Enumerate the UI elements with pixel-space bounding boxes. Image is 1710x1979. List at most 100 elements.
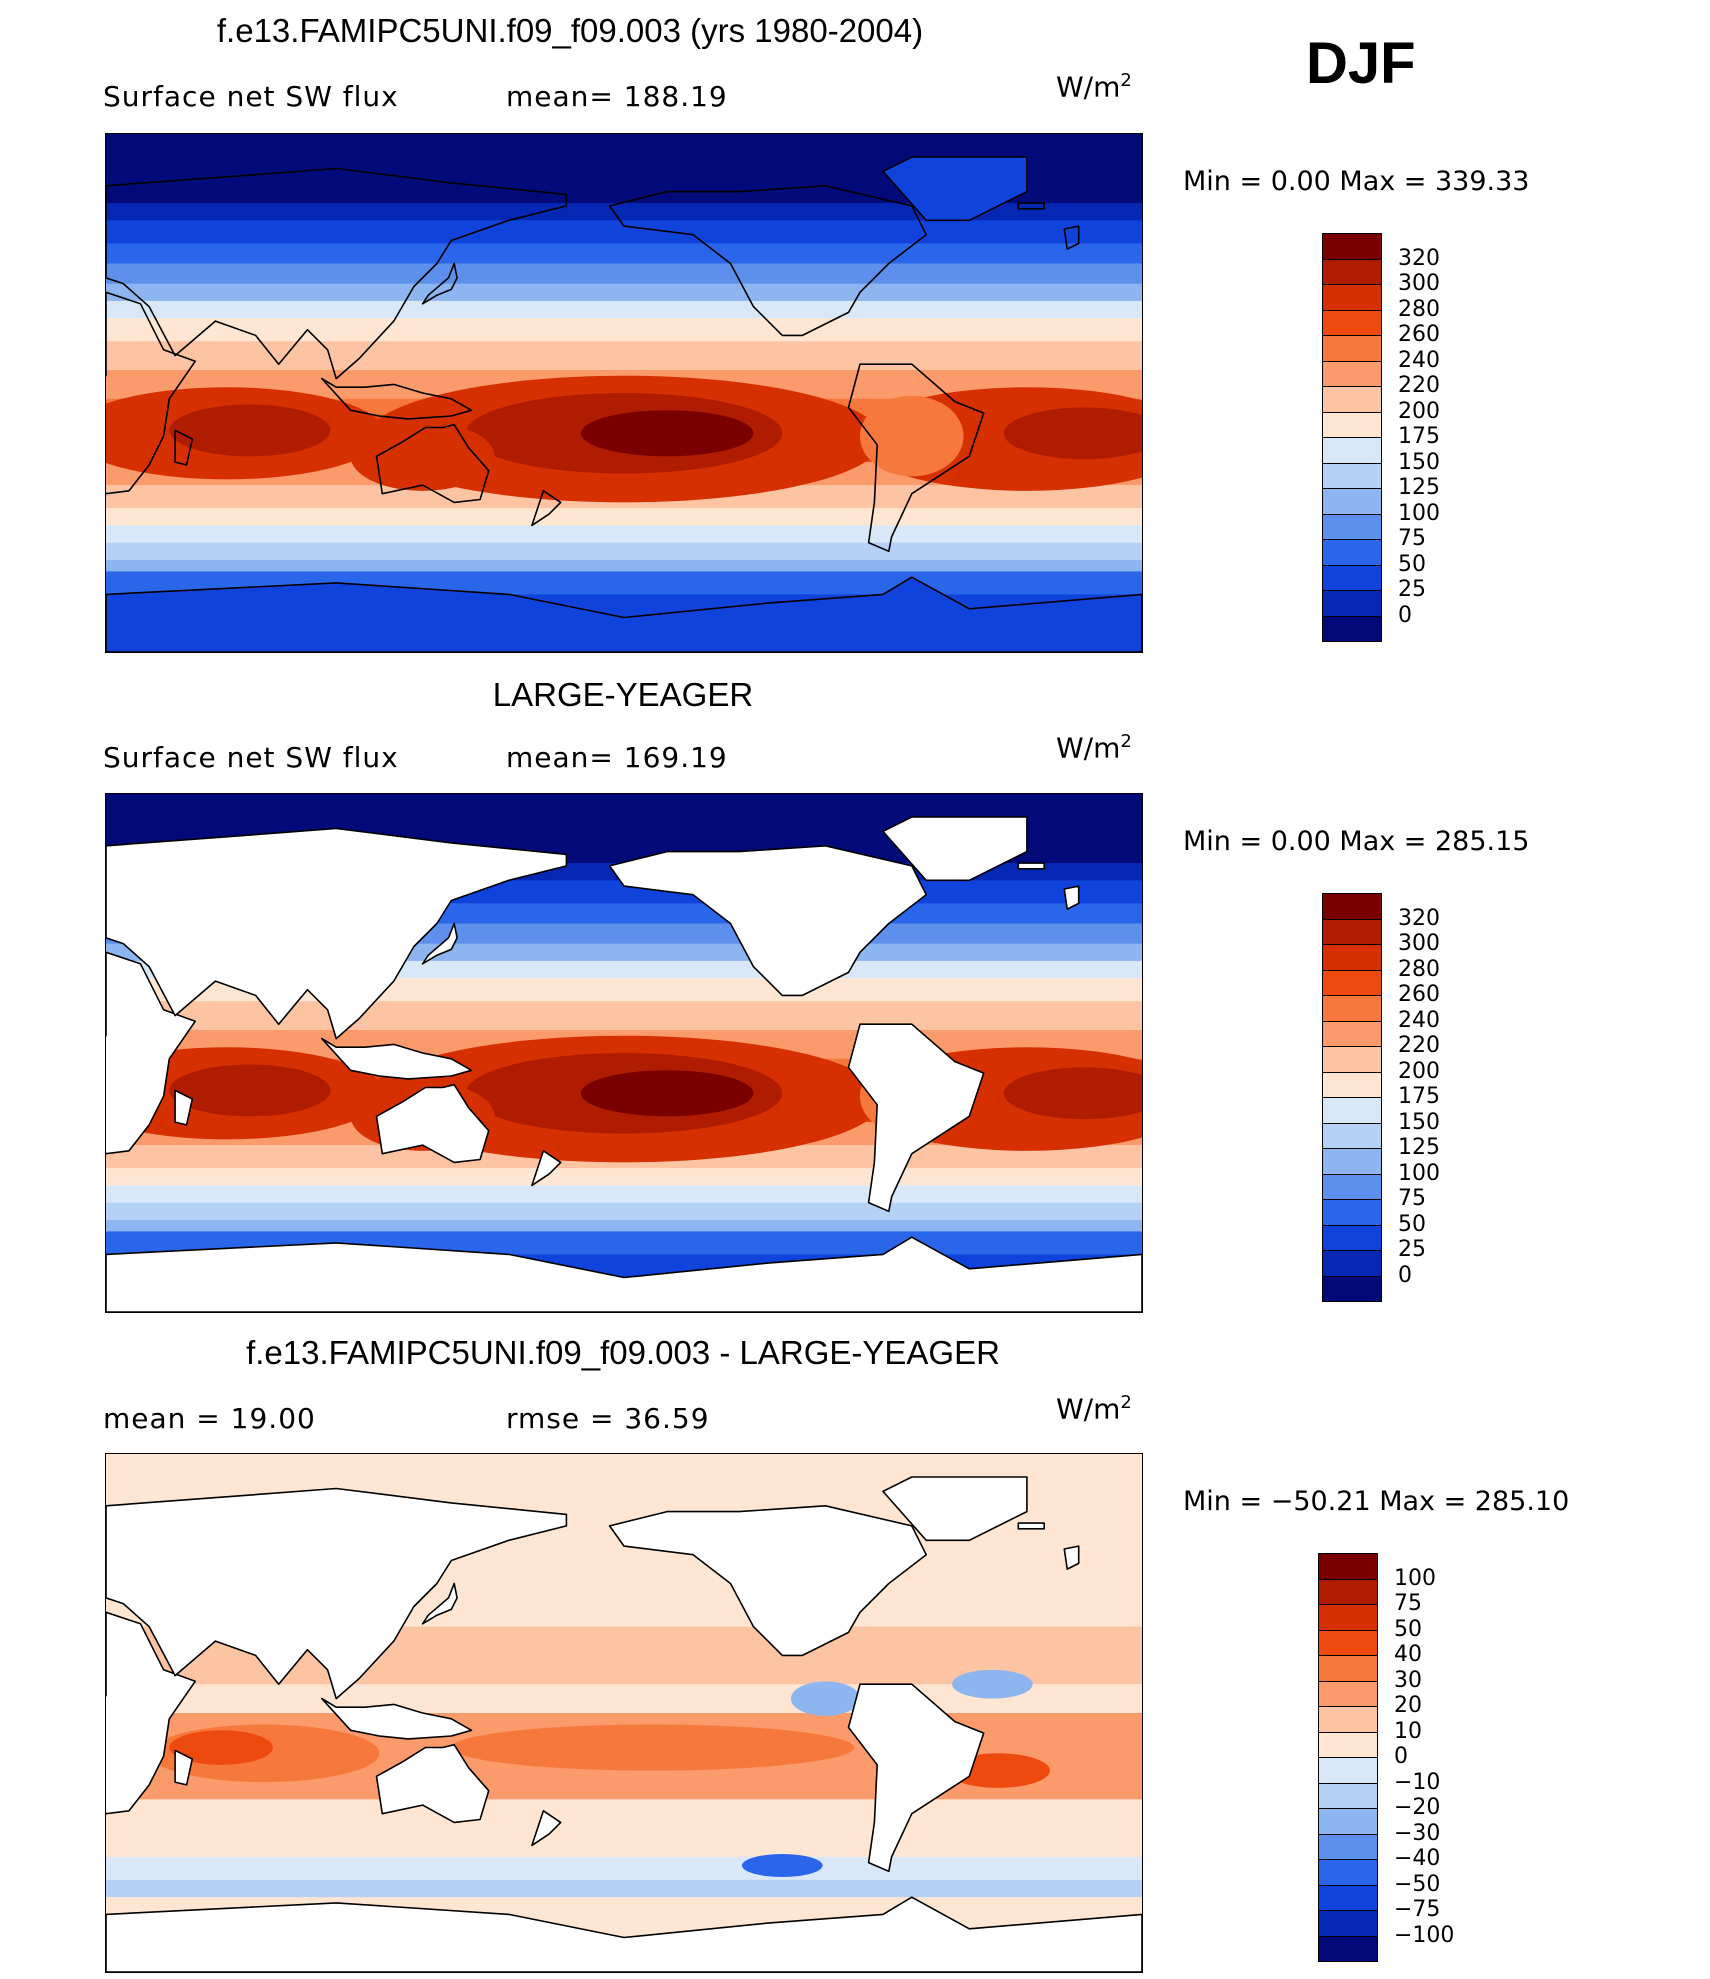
panel-3-mean-label: mean = 19.00 (103, 1402, 316, 1435)
colorbar-swatch (1322, 411, 1382, 438)
colorbar-swatch (1322, 1148, 1382, 1175)
colorbar-label: 100 (1398, 1160, 1440, 1186)
panel-1-title: f.e13.FAMIPC5UNI.f09_f09.003 (yrs 1980-2… (216, 12, 924, 49)
colorbar-label: 260 (1398, 322, 1440, 347)
colorbar-label: −20 (1394, 1795, 1441, 1820)
panel-1-units: W/m2 (1056, 70, 1132, 104)
colorbar-swatch (1322, 1122, 1382, 1149)
colorbar-swatch (1322, 1046, 1382, 1073)
colorbar-label: 260 (1398, 982, 1440, 1007)
colorbar-swatch (1322, 1020, 1382, 1047)
colorbar-swatch (1318, 1706, 1378, 1733)
panel-3-minmax: Min = −50.21 Max = 285.10 (1183, 1486, 1570, 1517)
colorbar-label: 100 (1398, 500, 1440, 526)
colorbar-swatch (1322, 309, 1382, 336)
colorbar-label: −50 (1394, 1871, 1441, 1897)
colorbar-label: 20 (1394, 1693, 1422, 1718)
colorbar-swatch (1318, 1629, 1378, 1656)
colorbar-label: 220 (1398, 1033, 1440, 1058)
colorbar-label: 300 (1398, 271, 1440, 296)
colorbar-label: 320 (1398, 905, 1440, 931)
colorbar-label: 240 (1398, 1007, 1440, 1033)
colorbar-swatch (1318, 1833, 1378, 1860)
colorbar-label: 30 (1394, 1667, 1422, 1693)
colorbar-label: 150 (1398, 449, 1440, 475)
colorbar-swatch (1318, 1859, 1378, 1886)
colorbar-swatch (1318, 1553, 1378, 1580)
panel-3-title: f.e13.FAMIPC5UNI.f09_f09.003 - LARGE-YEA… (246, 1334, 1000, 1371)
panel-3-map (105, 1453, 1143, 1973)
colorbar-swatch (1318, 1731, 1378, 1758)
panel-1-variable-label: Surface net SW flux (103, 80, 399, 113)
colorbar-swatch (1318, 1757, 1378, 1784)
colorbar-label: 300 (1398, 931, 1440, 956)
colorbar-swatch (1318, 1935, 1378, 1962)
colorbar-swatch (1322, 893, 1382, 920)
colorbar-label: 75 (1398, 526, 1426, 551)
colorbar-label: 50 (1398, 551, 1426, 577)
colorbar-label: −100 (1394, 1922, 1455, 1948)
colorbar-swatch (1322, 258, 1382, 285)
panel-1-mean-label: mean= 188.19 (506, 80, 728, 113)
panel-1-map (105, 133, 1143, 653)
colorbar-swatch (1322, 335, 1382, 362)
colorbar-label: −40 (1394, 1846, 1441, 1871)
colorbar-label: −10 (1394, 1769, 1441, 1795)
colorbar-label: 10 (1394, 1718, 1422, 1744)
colorbar-swatch (1322, 1173, 1382, 1200)
colorbar-label: 320 (1398, 245, 1440, 271)
colorbar-label: 280 (1398, 956, 1440, 982)
colorbar-swatch (1322, 1275, 1382, 1302)
panel-3-units: W/m2 (1056, 1392, 1132, 1426)
colorbar-swatch (1322, 1250, 1382, 1277)
colorbar-swatch (1322, 386, 1382, 413)
colorbar-swatch (1318, 1604, 1378, 1631)
colorbar-label: 200 (1398, 398, 1440, 424)
colorbar-label: 175 (1398, 1084, 1440, 1109)
colorbar-label: 50 (1398, 1211, 1426, 1237)
colorbar-swatch (1322, 284, 1382, 311)
colorbar-swatch (1322, 615, 1382, 642)
colorbar-label: 220 (1398, 373, 1440, 398)
colorbar-swatch (1322, 437, 1382, 464)
colorbar-swatch (1318, 1680, 1378, 1707)
panel-2-minmax: Min = 0.00 Max = 285.15 (1183, 826, 1530, 857)
colorbar-swatch (1318, 1910, 1378, 1937)
colorbar-swatch (1322, 1199, 1382, 1226)
colorbar-label: 0 (1394, 1744, 1408, 1769)
colorbar-swatch (1322, 360, 1382, 387)
colorbar-label: 50 (1394, 1616, 1422, 1642)
colorbar-swatch (1318, 1578, 1378, 1605)
colorbar-swatch (1322, 969, 1382, 996)
panel-1-minmax: Min = 0.00 Max = 339.33 (1183, 166, 1530, 197)
colorbar-label: −75 (1394, 1897, 1441, 1922)
colorbar-swatch (1322, 513, 1382, 540)
colorbar-label: 200 (1398, 1058, 1440, 1084)
colorbar-swatch (1322, 590, 1382, 617)
colorbar-label: 125 (1398, 1135, 1440, 1160)
colorbar-swatch (1322, 564, 1382, 591)
colorbar-swatch (1322, 233, 1382, 260)
colorbar-swatch (1322, 1097, 1382, 1124)
colorbar-swatch (1322, 995, 1382, 1022)
colorbar-label: 0 (1398, 602, 1412, 628)
panel-3-rmse-label: rmse = 36.59 (506, 1402, 710, 1435)
colorbar-swatch (1322, 539, 1382, 566)
colorbar-label: 150 (1398, 1109, 1440, 1135)
colorbar-swatch (1318, 1782, 1378, 1809)
colorbar-swatch (1318, 1884, 1378, 1911)
colorbar-label: −30 (1394, 1820, 1441, 1846)
colorbar-label: 280 (1398, 296, 1440, 322)
colorbar-swatch (1322, 462, 1382, 489)
colorbar-label: 0 (1398, 1262, 1412, 1288)
colorbar-swatch (1322, 918, 1382, 945)
colorbar-label: 100 (1394, 1565, 1436, 1591)
colorbar-label: 125 (1398, 475, 1440, 500)
panel-2-title: LARGE-YEAGER (492, 676, 754, 713)
colorbar-label: 40 (1394, 1642, 1422, 1667)
colorbar-swatch (1322, 488, 1382, 515)
colorbar-label: 25 (1398, 577, 1426, 602)
panel-2-units: W/m2 (1056, 731, 1132, 765)
colorbar-label: 75 (1394, 1591, 1422, 1616)
colorbar-label: 175 (1398, 424, 1440, 449)
